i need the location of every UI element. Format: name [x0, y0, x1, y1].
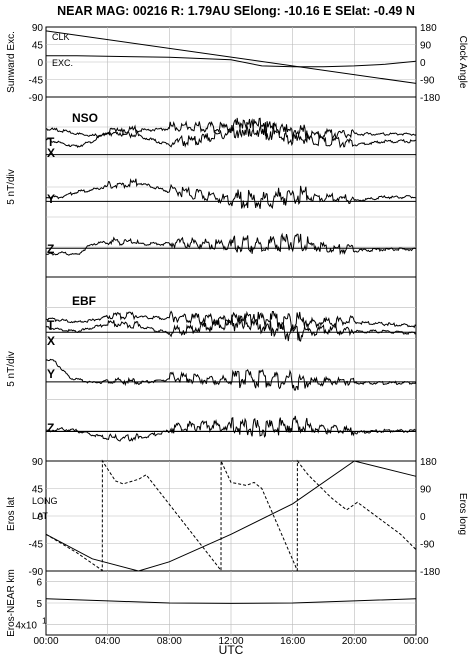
ytick-labels-clock-left: 90 45 0 -45 -90: [29, 23, 44, 104]
xtick-label: 00:00: [33, 636, 58, 647]
series-line-range: [45, 598, 417, 604]
xtick-label: 04:00: [95, 636, 120, 647]
ytick-label-right: 180: [420, 457, 437, 468]
series-label-lat: LAT: [32, 511, 48, 521]
ylabel-clock-angle: Clock Angle: [457, 36, 468, 89]
panel-grid-nso: [46, 97, 416, 277]
ytick-label: 5: [36, 599, 42, 610]
series-label-exc: EXC.: [52, 58, 73, 68]
series-line-exc: [46, 55, 417, 68]
component-label-ebf-z: Z: [47, 421, 54, 435]
component-label-nso-z: Z: [47, 242, 54, 256]
series-line-nso-x: [45, 117, 417, 149]
panel-label-ebf: EBF: [72, 294, 96, 308]
ytick-exponent: 1: [42, 615, 47, 625]
ytick-label: 4x10: [15, 620, 37, 631]
figure-title: NEAR MAG: 00216 R: 1.79AU SElong: -10.16…: [57, 4, 415, 18]
panel-grid-ebf: [46, 277, 416, 461]
component-label-ebf-x: X: [47, 334, 55, 348]
ylabel-eros-near: Eros-NEAR km: [6, 569, 17, 637]
series-line-ebf-x: [45, 313, 417, 342]
ytick-label: -45: [29, 76, 44, 87]
component-label-ebf-y: Y: [47, 367, 55, 381]
series-line-nso-y: [45, 178, 416, 209]
component-label-nso-x: X: [47, 146, 55, 160]
ytick-label: 6: [36, 578, 42, 589]
ytick-label-right: 180: [420, 23, 437, 34]
ytick-label: 90: [32, 457, 44, 468]
xtick-label: 16:00: [280, 636, 305, 647]
series-line-long: [45, 459, 417, 572]
traces-range: [45, 598, 417, 604]
traces-eros: [45, 459, 417, 572]
ytick-label: 0: [37, 58, 43, 69]
ylabel-eros-long: Eros long: [457, 493, 468, 535]
ytick-label: 45: [32, 485, 44, 496]
panel-grid-eros: [46, 461, 416, 571]
xtick-label: 08:00: [157, 636, 182, 647]
xlabel-utc: UTC: [219, 643, 244, 656]
ytick-label-right: -90: [420, 76, 435, 87]
ytick-labels-clock-right: 180 90 0 -90 -180: [420, 23, 440, 104]
series-line-ebf-y: [45, 358, 417, 391]
ytick-label-right: 90: [420, 485, 432, 496]
xtick-label: 12:00: [218, 636, 243, 647]
ytick-labels-range: 6 5 4x10 1: [15, 578, 47, 632]
ylabel-sunward: Sunward Exc.: [6, 31, 17, 93]
xtick-labels: 00:00 04:00 08:00 12:00 16:00 20:00 00:00: [33, 636, 428, 647]
ytick-labels-eros-left: 90 45 0 -45 -90: [29, 457, 44, 578]
ytick-labels-eros-right: 180 90 0 -90 -180: [420, 457, 440, 578]
ytick-label-right: 90: [420, 41, 432, 52]
ylabel-eros-lat: Eros lat: [6, 497, 17, 531]
traces-ebf: [45, 310, 417, 442]
ytick-label: 0: [37, 512, 43, 523]
component-label-ebf-t: T: [47, 318, 55, 332]
series-line-ebf-z: [45, 415, 417, 442]
ytick-label-right: 0: [420, 58, 426, 69]
traces-nso: [45, 117, 417, 256]
ytick-label-right: 0: [420, 512, 426, 523]
series-line-lat: [45, 460, 417, 572]
ytick-label: -45: [29, 540, 44, 551]
series-label-clk: CLK: [52, 32, 70, 42]
xtick-label: 20:00: [342, 636, 367, 647]
traces-clock: [45, 30, 417, 84]
ylabel-ebf: 5 nT/div: [6, 351, 17, 387]
ytick-label: 45: [32, 41, 44, 52]
ytick-label: -90: [29, 567, 44, 578]
series-line-clk: [45, 30, 417, 84]
ytick-label: -90: [29, 93, 44, 104]
component-label-nso-y: Y: [47, 192, 55, 206]
ylabel-nso: 5 nT/div: [6, 169, 17, 205]
ytick-label-right: -180: [420, 93, 440, 104]
panel-label-nso: NSO: [72, 111, 98, 125]
xtick-label: 00:00: [403, 636, 428, 647]
ytick-label: 90: [32, 23, 44, 34]
series-label-long: LONG: [32, 496, 58, 506]
component-label-nso-t: T: [47, 135, 55, 149]
ytick-label-right: -90: [420, 540, 435, 551]
ytick-label-right: -180: [420, 567, 440, 578]
panel-grid-clock: [46, 27, 416, 97]
series-line-nso-z: [46, 232, 417, 256]
